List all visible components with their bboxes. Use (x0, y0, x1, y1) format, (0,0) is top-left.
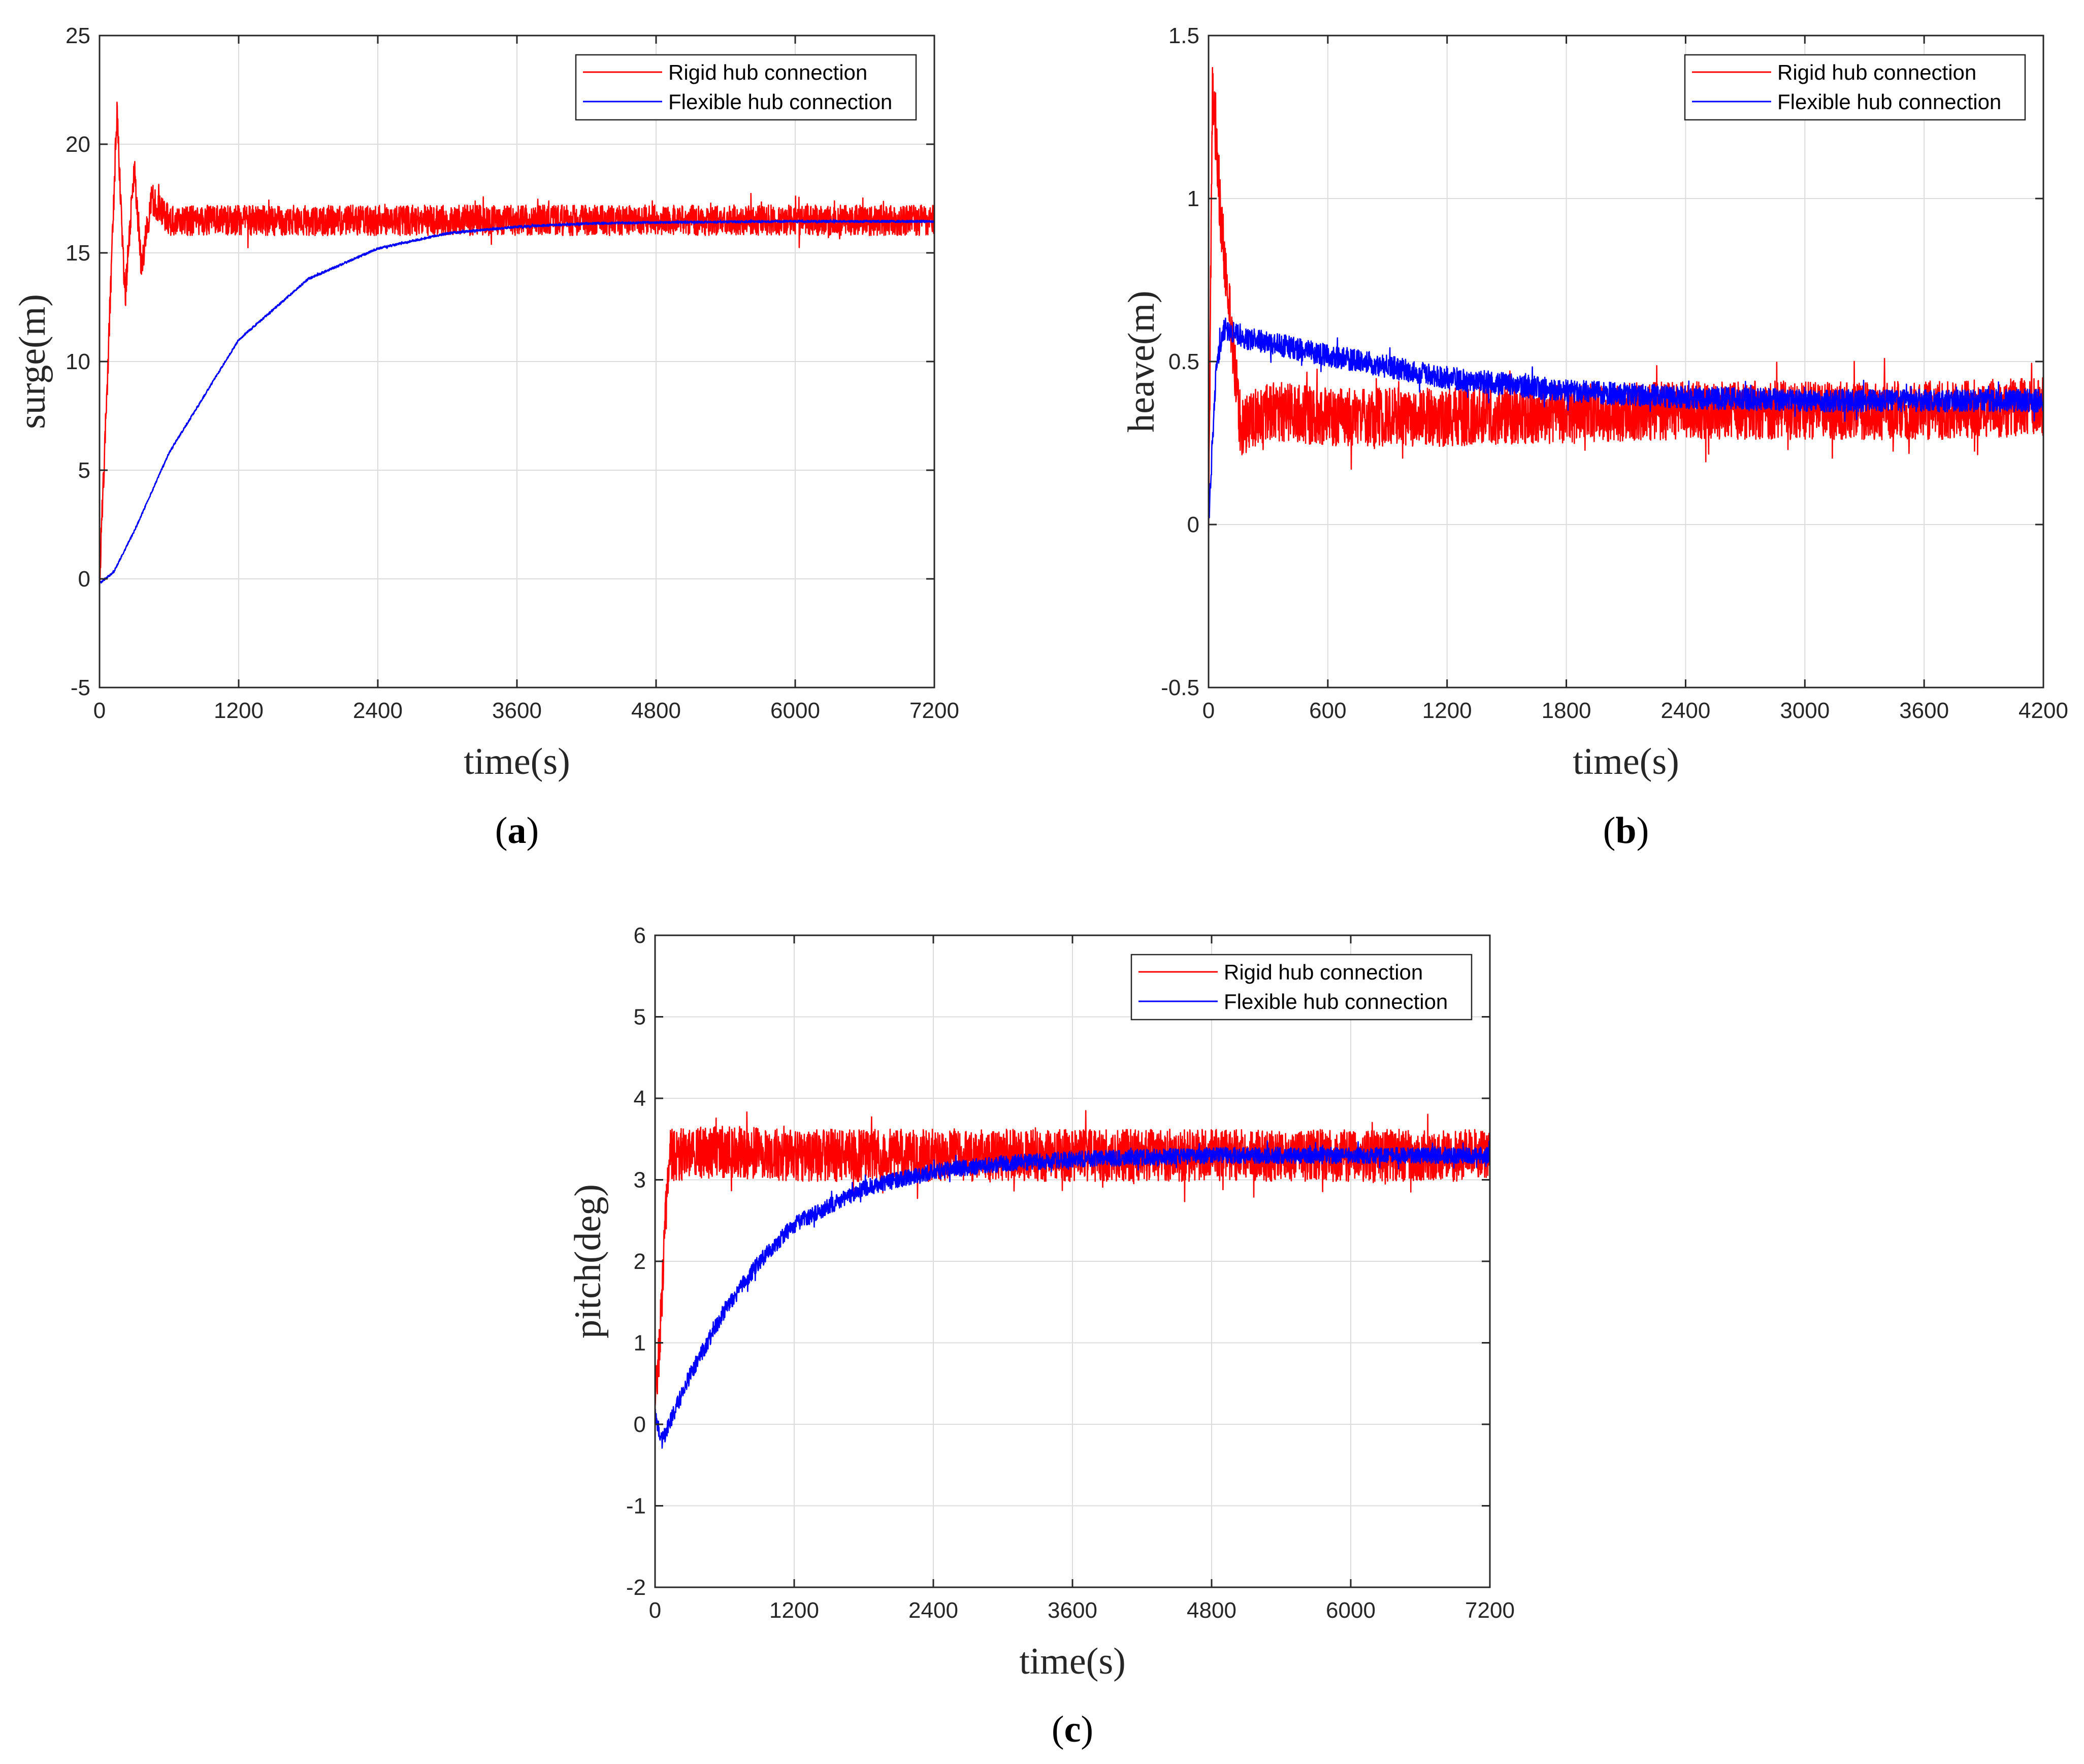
y-tick-label: 4 (634, 1086, 646, 1111)
x-axis-label: time(s) (1019, 1641, 1126, 1682)
x-tick-label: 2400 (1660, 698, 1710, 723)
x-tick-label: 2400 (353, 698, 403, 723)
x-tick-label: 4800 (631, 698, 681, 723)
x-tick-label: 4800 (1187, 1598, 1236, 1623)
x-axis-label: time(s) (464, 741, 570, 782)
x-tick-label: 0 (649, 1598, 661, 1623)
legend-label-flexible: Flexible hub connection (1777, 90, 2001, 114)
y-tick-label: 3 (634, 1168, 646, 1193)
subfigure-caption: (b) (1603, 810, 1649, 852)
y-tick-label: 0 (1187, 512, 1199, 537)
series-line-flexible (655, 1140, 1490, 1449)
series-line-rigid (1209, 67, 2043, 553)
series-line-rigid (100, 102, 934, 580)
y-axis-label: surge(m) (12, 294, 53, 429)
legend-label-rigid: Rigid hub connection (668, 60, 867, 84)
x-tick-label: 1200 (214, 698, 264, 723)
legend-label-flexible: Flexible hub connection (668, 90, 892, 114)
legend-label-flexible: Flexible hub connection (1224, 990, 1448, 1014)
x-tick-label: 7200 (909, 698, 959, 723)
legend-label-rigid: Rigid hub connection (1777, 60, 1976, 84)
chart-b: 0 600 1200 1800 2400 3000 3600 4200-0.500.511.5… (1121, 23, 2068, 852)
series-group (100, 102, 934, 584)
x-tick-label: 600 (1309, 698, 1346, 723)
series-line-rigid (655, 1110, 1490, 1406)
subfigure-caption: (a) (495, 810, 539, 852)
legend-box (575, 54, 917, 121)
x-tick-label: 3600 (1048, 1598, 1097, 1623)
y-tick-label: 0 (634, 1412, 646, 1437)
caption-letter: c (1064, 1709, 1081, 1750)
subfigure-caption: (c) (1052, 1709, 1093, 1750)
x-tick-label: 6000 (770, 698, 820, 723)
y-tick-label: 15 (66, 241, 90, 266)
y-axis-label: heave(m) (1121, 290, 1162, 432)
legend: Rigid hub connection Flexible hub connect… (1684, 54, 2026, 121)
y-tick-label: 5 (78, 458, 90, 483)
y-tick-label: 20 (66, 132, 90, 157)
x-tick-label: 0 (93, 698, 106, 723)
legend: Rigid hub connection Flexible hub connect… (1130, 954, 1473, 1021)
chart-c: 0 1200 2400 3600 4800 6000 7200 -2 -1 0 1 2 3 4 5 6 time… (567, 923, 1515, 1750)
y-tick-label: 2 (634, 1249, 646, 1274)
series-group (655, 1110, 1490, 1449)
y-tick-label: 5 (634, 1005, 646, 1030)
caption-letter: b (1615, 810, 1636, 852)
series-line-flexible (1209, 317, 2043, 518)
legend-box (1684, 54, 2026, 121)
y-tick-label: -1 (626, 1494, 646, 1519)
y-tick-label: 1.5 (1168, 23, 1199, 48)
y-tick-label: -5 (71, 675, 90, 700)
x-tick-label: 3600 (492, 698, 542, 723)
x-axis-label: time(s) (1573, 741, 1679, 782)
x-tick-label: 6000 (1326, 1598, 1376, 1623)
y-tick-label: 0 (78, 567, 90, 592)
y-tick-label: 0.5 (1168, 349, 1199, 374)
series-group (1209, 67, 2043, 553)
legend-box (1130, 954, 1473, 1021)
caption-letter: a (508, 810, 527, 852)
x-tick-label: 1200 (1422, 698, 1472, 723)
y-axis-label: pitch(deg) (567, 1184, 609, 1338)
y-tick-label: 1 (634, 1331, 646, 1356)
y-tick-label: -0.5 (1161, 675, 1199, 700)
x-tick-label: 3600 (1899, 698, 1949, 723)
series-line-flexible (100, 219, 934, 584)
y-tick-label: -2 (626, 1575, 646, 1600)
y-tick-label: 25 (66, 23, 90, 48)
x-tick-label: 1800 (1542, 698, 1591, 723)
y-tick-label: 1 (1187, 186, 1199, 211)
y-tick-label: 6 (634, 923, 646, 948)
legend: Rigid hub connection Flexible hub connect… (575, 54, 917, 121)
chart-a: 0 1200 2400 3600 4800 6000 7200-50510152025tim… (12, 23, 959, 852)
legend-label-rigid: Rigid hub connection (1224, 960, 1423, 984)
x-tick-label: 4200 (2018, 698, 2068, 723)
x-tick-label: 2400 (908, 1598, 958, 1623)
y-tick-label: 10 (66, 349, 90, 374)
x-tick-label: 1200 (769, 1598, 819, 1623)
x-tick-label: 7200 (1465, 1598, 1515, 1623)
x-tick-label: 0 (1202, 698, 1215, 723)
x-tick-label: 3000 (1780, 698, 1830, 723)
